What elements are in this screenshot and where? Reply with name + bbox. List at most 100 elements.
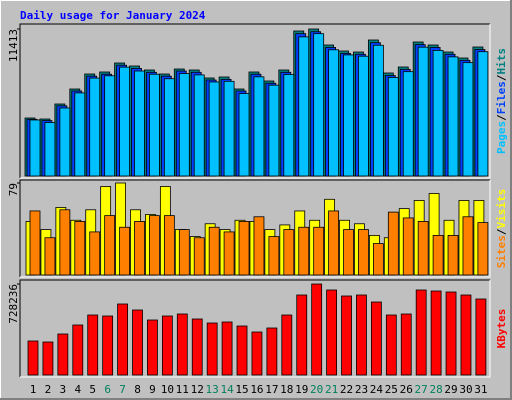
bar	[387, 211, 399, 276]
bar	[402, 217, 414, 276]
bar	[343, 54, 354, 177]
bar	[268, 84, 280, 177]
x-tick-label: 11	[176, 383, 189, 396]
bar	[356, 294, 367, 376]
bar	[417, 221, 429, 276]
bar	[119, 66, 130, 177]
bar	[208, 81, 220, 177]
bar	[372, 243, 384, 276]
x-tick-label: 16	[250, 383, 263, 396]
x-tick-label: 7	[119, 383, 126, 396]
x-tick-label: 13	[206, 383, 219, 396]
bar	[447, 56, 459, 177]
bar	[236, 325, 248, 376]
bar	[475, 298, 487, 376]
x-tick-label: 10	[161, 383, 174, 396]
bar	[313, 226, 325, 276]
x-tick-label: 5	[89, 383, 96, 396]
bar	[447, 235, 459, 276]
bar	[326, 289, 338, 376]
legend: KBytes	[495, 309, 508, 349]
bar	[253, 76, 265, 177]
x-tick-label: 25	[385, 383, 398, 396]
x-tick-label: 26	[400, 383, 413, 396]
bar	[417, 46, 429, 177]
bar	[268, 236, 280, 276]
bar	[358, 55, 369, 177]
bar	[298, 36, 310, 177]
y-tick-label: 79	[7, 183, 20, 196]
x-tick-label: 6	[104, 383, 111, 396]
panel-edge-light	[20, 280, 491, 378]
bar	[298, 226, 310, 276]
bar	[149, 215, 160, 276]
bar	[134, 221, 145, 276]
bar	[460, 294, 472, 376]
legend-entry: Sites	[495, 235, 508, 268]
bar	[328, 49, 340, 177]
bar	[74, 221, 86, 276]
bar	[387, 77, 399, 177]
x-tick-label: 2	[45, 383, 52, 396]
bar	[206, 322, 218, 376]
x-tick-label: 23	[355, 383, 368, 396]
legend: Pages/Files/Hits	[495, 48, 508, 154]
bar	[372, 44, 384, 177]
bar	[104, 215, 116, 276]
x-tick-label: 27	[415, 383, 428, 396]
bar	[445, 291, 457, 376]
bar	[477, 51, 489, 177]
panel-edge-dark	[19, 179, 490, 277]
x-tick-label: 3	[60, 383, 67, 396]
bar	[281, 314, 293, 376]
bar	[87, 314, 99, 376]
bar	[313, 33, 325, 177]
bar	[343, 229, 354, 276]
bar	[402, 71, 414, 177]
bar	[400, 313, 412, 376]
bar	[149, 73, 160, 177]
x-tick-label: 9	[149, 383, 156, 396]
bar	[89, 77, 101, 177]
x-tick-label: 15	[235, 383, 248, 396]
x-tick-label: 22	[340, 383, 353, 396]
bar	[385, 314, 397, 376]
bar	[208, 226, 220, 276]
x-tick-label: 21	[325, 383, 338, 396]
bar	[163, 215, 175, 276]
x-tick-label: 17	[265, 383, 278, 396]
bar	[134, 70, 145, 177]
bar	[89, 231, 101, 276]
bar	[74, 92, 86, 177]
x-tick-label: 8	[134, 383, 141, 396]
bar	[176, 313, 188, 376]
bar	[59, 209, 71, 276]
y-tick-label: 11413	[7, 29, 20, 62]
x-tick-label: 29	[444, 383, 457, 396]
y-tick-label: 728236	[7, 284, 20, 324]
x-tick-label: 4	[74, 383, 81, 396]
bar	[29, 119, 41, 177]
bar	[283, 74, 295, 177]
x-tick-label: 30	[459, 383, 472, 396]
legend-entry: KBytes	[495, 309, 508, 349]
bar	[27, 340, 39, 376]
bar	[462, 216, 474, 276]
legend-entry: Pages	[495, 121, 508, 154]
x-tick-label: 19	[295, 383, 308, 396]
bar	[477, 222, 489, 276]
x-tick-label: 18	[280, 383, 293, 396]
bar	[266, 327, 278, 376]
bar	[462, 62, 474, 177]
bar	[147, 319, 158, 376]
legend-entry: Hits	[495, 48, 508, 75]
legend-entry: Visits	[495, 189, 508, 229]
chart-title: Daily usage for January 2024	[20, 9, 206, 22]
bar	[191, 318, 203, 376]
bar	[311, 283, 323, 376]
bar	[117, 303, 128, 376]
bar	[432, 235, 444, 276]
x-tick-label: 14	[220, 383, 234, 396]
panel-edge-light	[20, 180, 491, 278]
bar	[432, 50, 444, 177]
